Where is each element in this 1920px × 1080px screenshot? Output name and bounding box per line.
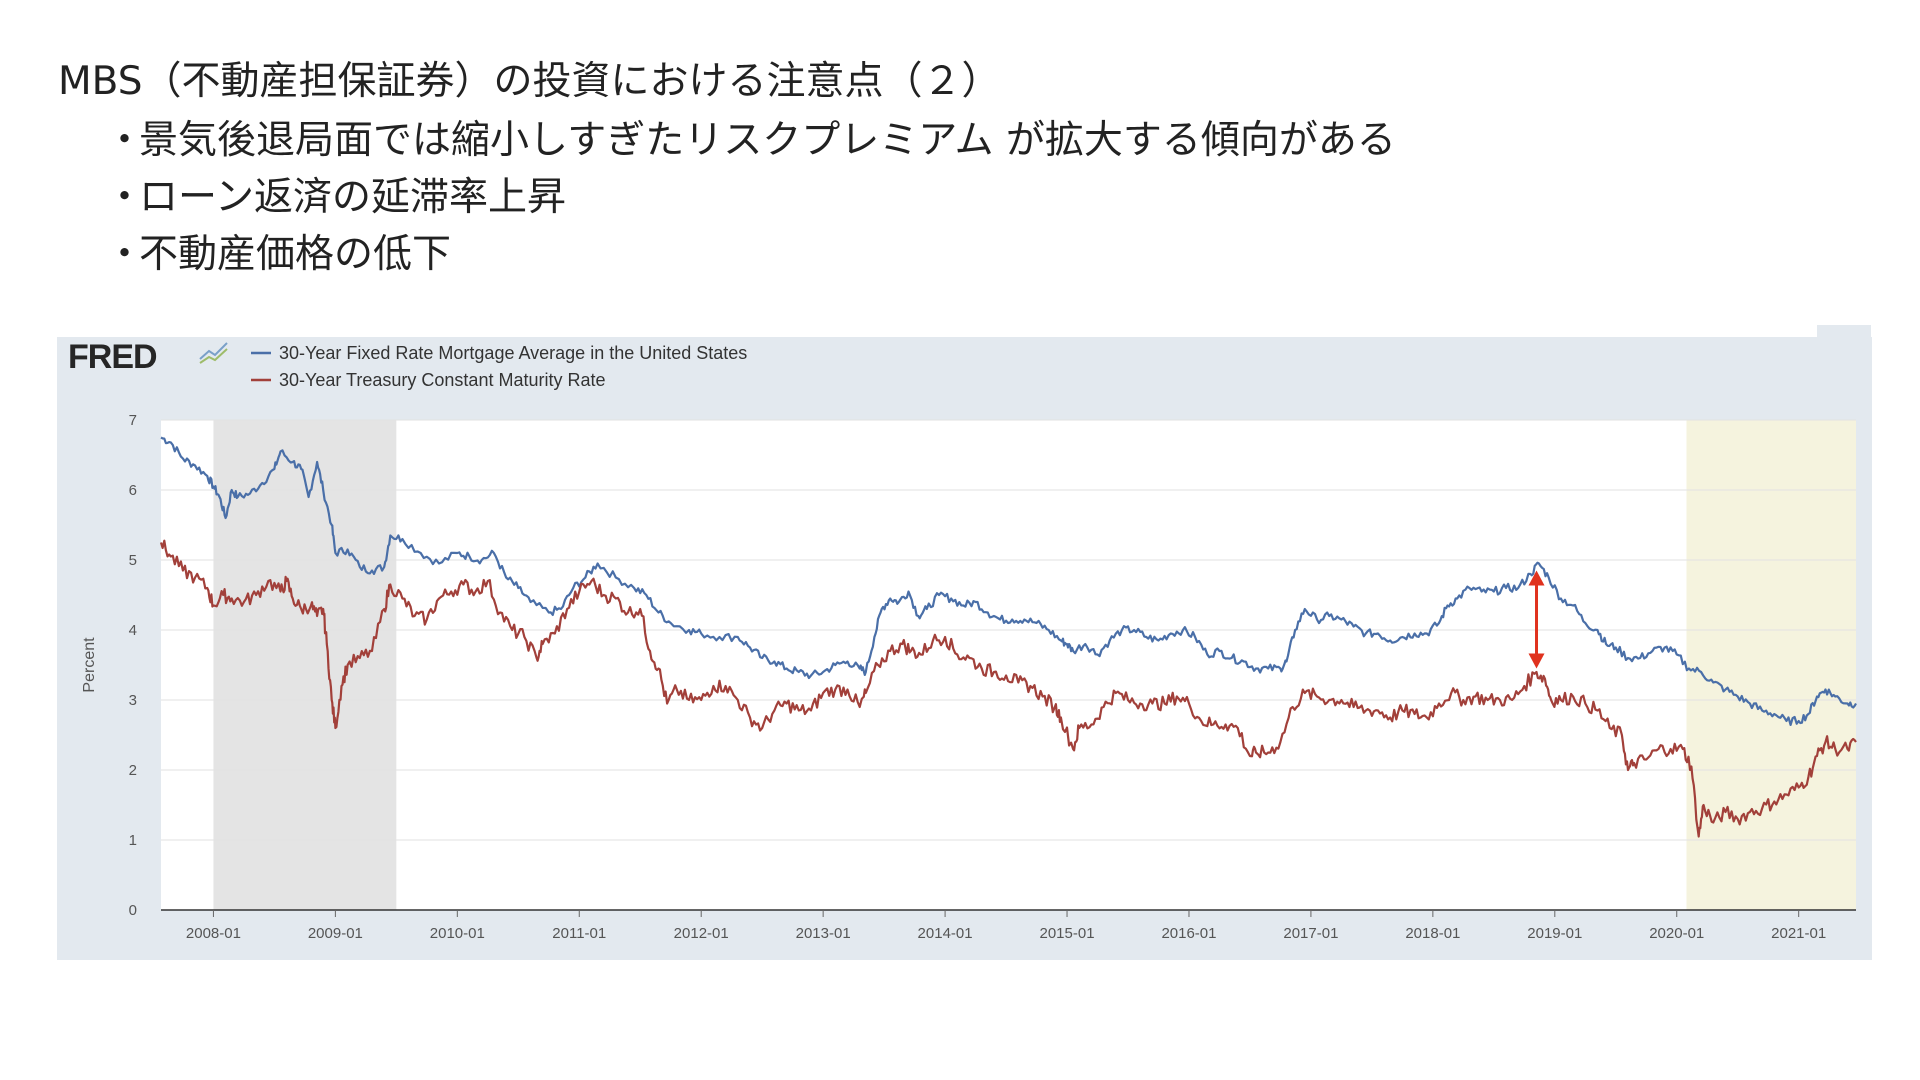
plot-background <box>161 420 1856 910</box>
x-tick-label: 2017-01 <box>1283 925 1338 942</box>
y-tick-label: 5 <box>129 552 137 569</box>
y-tick-label: 7 <box>129 412 137 429</box>
bullet-item: ・景気後退局面では縮小しすぎたリスクプレミアム が拡大する傾向がある <box>105 112 1396 169</box>
plot-area: 0 1 2 3 4 5 6 7 Percent 2008-01 2009-01 2010-01 2011… <box>81 412 1857 942</box>
y-tick-label: 3 <box>129 692 137 709</box>
bullet-text: 不動産価格の低下 <box>139 232 452 277</box>
chart-header: FRED 30-Year Fixed Rate Mortgage Average… <box>68 338 747 390</box>
bullet-marker: ・ <box>105 118 145 163</box>
legend-entry: 30-Year Fixed Rate Mortgage Average in t… <box>279 343 747 363</box>
chart-panel: FRED 30-Year Fixed Rate Mortgage Average… <box>57 337 1872 960</box>
x-tick-label: 2011-01 <box>552 925 606 942</box>
bullet-text: 景気後退局面では縮小しすぎたリスクプレミアム が拡大する傾向がある <box>139 118 1396 163</box>
y-tick-label: 0 <box>129 902 137 919</box>
x-tick-label: 2010-01 <box>430 925 485 942</box>
x-tick-label: 2013-01 <box>796 925 851 942</box>
chart-legend: 30-Year Fixed Rate Mortgage Average in t… <box>251 343 747 390</box>
y-axis-title: Percent <box>81 637 98 693</box>
shaded-period <box>213 420 397 910</box>
annotation-arrow-head-up <box>1528 570 1545 586</box>
bullet-text: ローン返済の延滞率上昇 <box>139 175 567 220</box>
slide-title: MBS（不動産担保証券）の投資における注意点（２） <box>58 59 1001 104</box>
bullet-marker: ・ <box>105 232 145 277</box>
x-tick-label: 2015-01 <box>1040 925 1095 942</box>
bullet-item: ・不動産価格の低下 <box>105 226 1396 283</box>
x-tick-label: 2008-01 <box>186 925 241 942</box>
y-tick-label: 1 <box>129 832 137 849</box>
bullet-list: ・景気後退局面では縮小しすぎたリスクプレミアム が拡大する傾向がある ・ローン返… <box>105 112 1396 283</box>
series-line-1 <box>160 436 1857 726</box>
y-tick-label: 6 <box>129 482 137 499</box>
x-tick-label: 2012-01 <box>674 925 729 942</box>
x-tick-label: 2019-01 <box>1527 925 1582 942</box>
bullet-item: ・ローン返済の延滞率上昇 <box>105 169 1396 226</box>
chart-panel-tab <box>1817 325 1871 339</box>
fred-logo-graph-icon <box>199 342 228 364</box>
x-tick-label: 2018-01 <box>1405 925 1460 942</box>
shaded-period <box>1686 420 1856 910</box>
x-tick-label: 2020-01 <box>1649 925 1704 942</box>
x-tick-label: 2021-01 <box>1771 925 1826 942</box>
x-tick-label: 2009-01 <box>308 925 363 942</box>
x-tick-label: 2014-01 <box>918 925 973 942</box>
fred-logo: FRED <box>68 338 157 376</box>
y-tick-label: 4 <box>129 622 137 639</box>
annotation-arrow-head-down <box>1528 653 1545 669</box>
line-chart: FRED 30-Year Fixed Rate Mortgage Average… <box>68 338 1857 942</box>
x-tick-label: 2016-01 <box>1161 925 1216 942</box>
series-line-2 <box>159 539 1857 838</box>
legend-entry: 30-Year Treasury Constant Maturity Rate <box>279 370 606 390</box>
y-tick-label: 2 <box>129 762 137 779</box>
bullet-marker: ・ <box>105 175 145 220</box>
